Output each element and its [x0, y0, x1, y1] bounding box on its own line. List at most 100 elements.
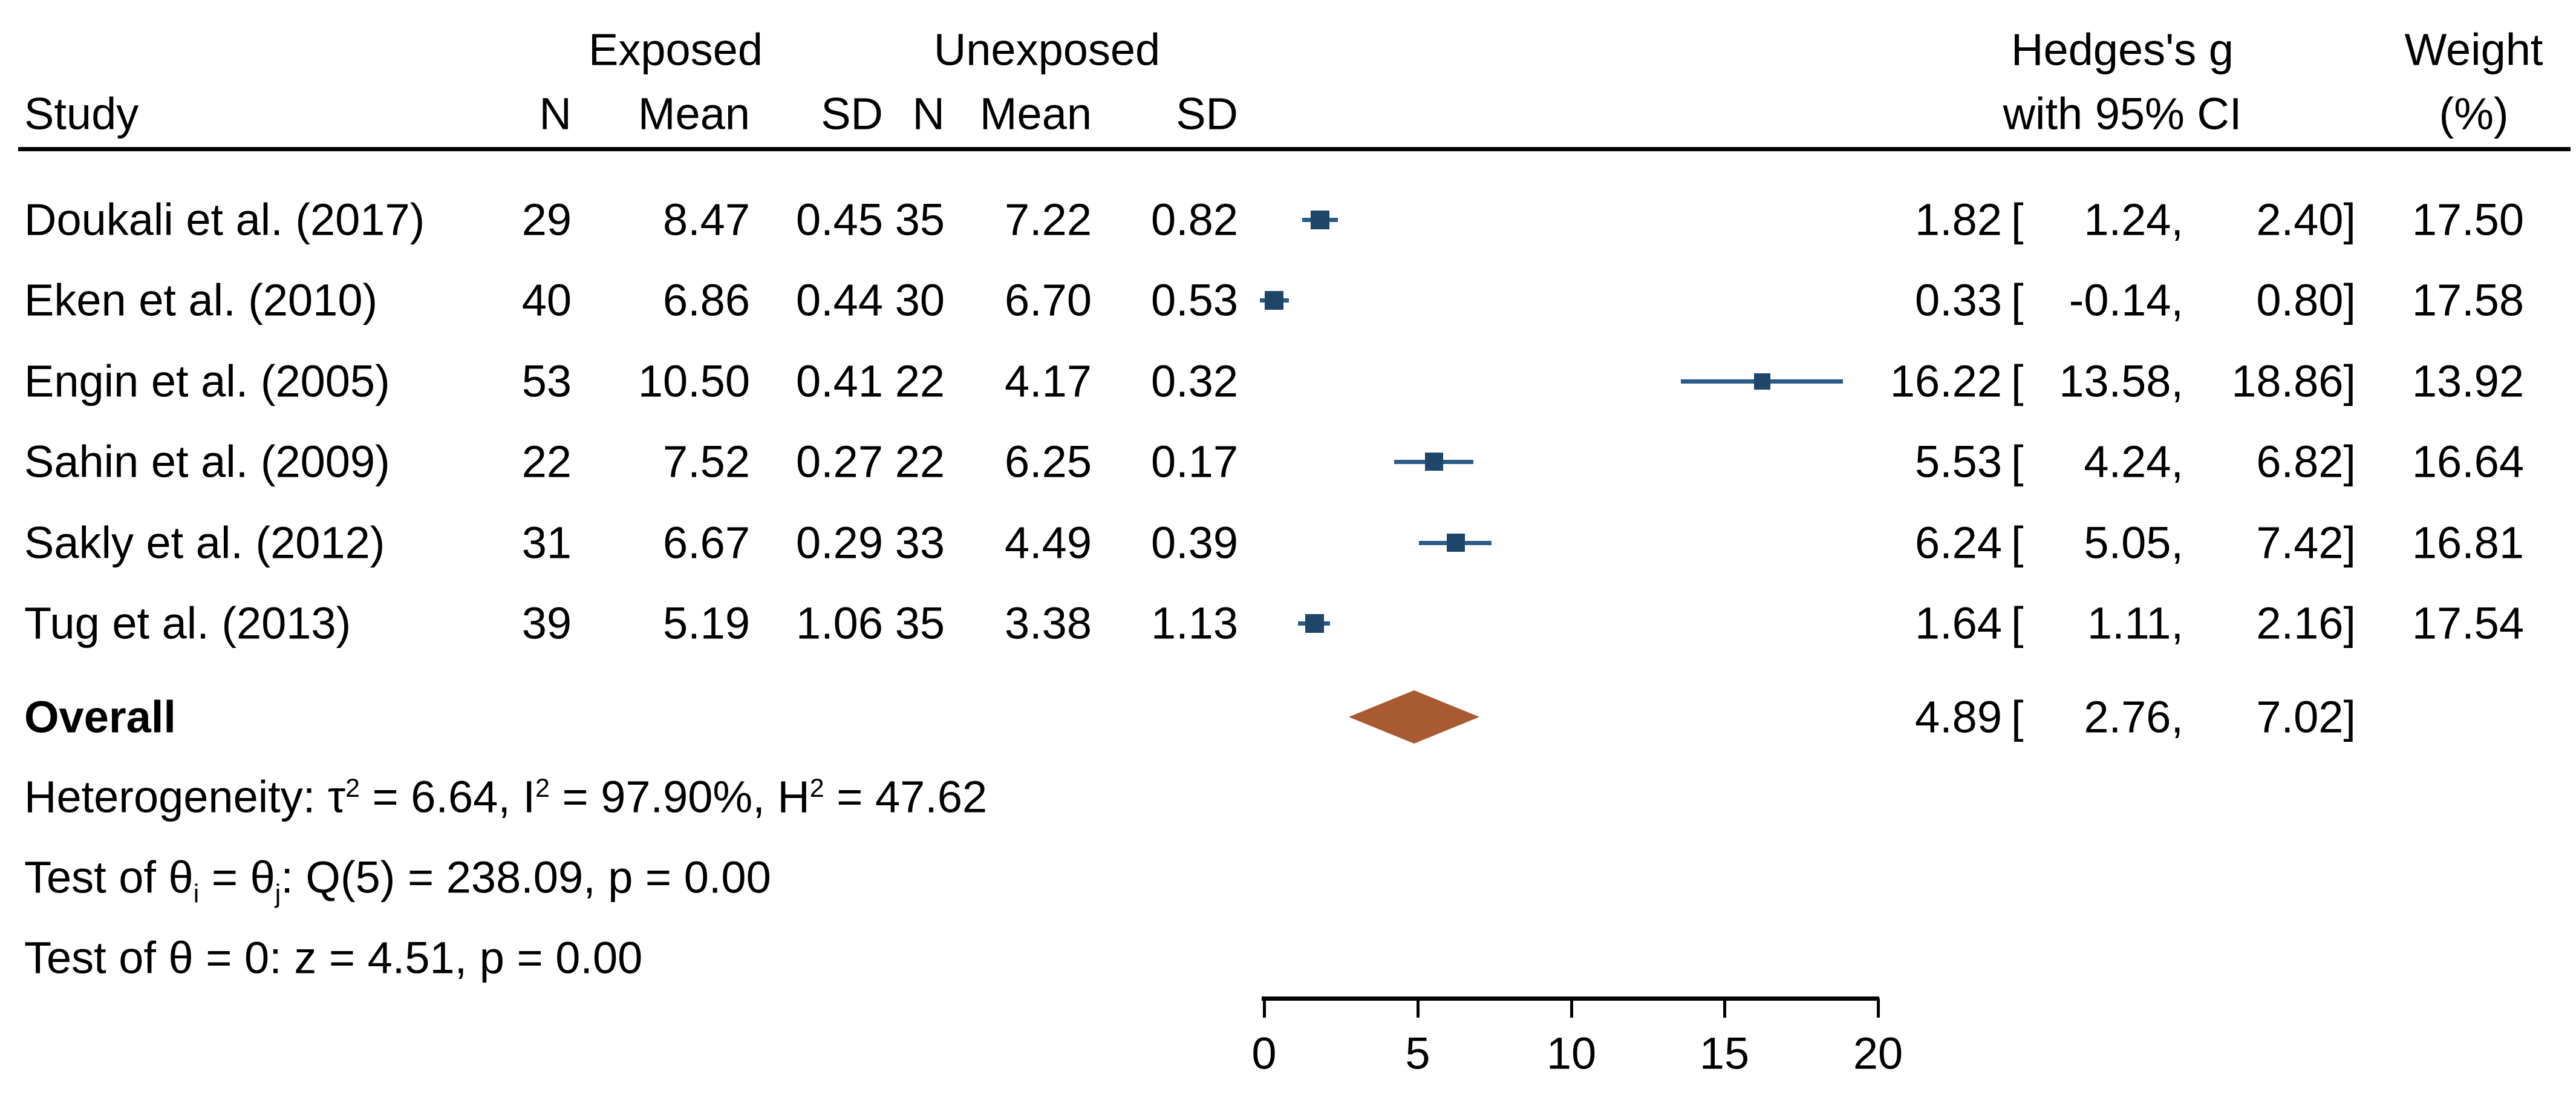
header-exposed-sd: SD	[821, 88, 883, 139]
ci-upper-value: 6.82]	[2256, 436, 2356, 487]
unexposed-sd-value: 0.82	[1150, 194, 1238, 245]
weight-value: 17.54	[2411, 598, 2524, 649]
overall-open-bracket: [	[2011, 692, 2024, 742]
unexposed-n-value: 22	[895, 436, 945, 487]
exposed-mean-value: 7.52	[662, 436, 750, 487]
weight-value: 17.50	[2411, 194, 2524, 245]
unexposed-sd-value: 1.13	[1150, 598, 1238, 649]
ci-lower-value: 1.11,	[2087, 598, 2183, 649]
unexposed-mean-value: 4.49	[1004, 517, 1092, 568]
ci-lower-value: 5.05,	[2084, 517, 2183, 568]
ci-upper-value: 2.40]	[2256, 194, 2356, 245]
test-between-groups: Test of θi = θj: Q(5) = 238.09, p = 0.00	[24, 852, 771, 909]
weight-value: 16.81	[2411, 517, 2524, 568]
ci-lower-value: 1.24,	[2084, 194, 2183, 245]
overall-diamond	[1349, 690, 1479, 744]
header-unexposed-mean: Mean	[979, 88, 1092, 139]
unexposed-sd-value: 0.17	[1150, 436, 1238, 487]
ci-lower-value: 4.24,	[2084, 436, 2183, 487]
weight-value: 16.64	[2411, 436, 2524, 487]
exposed-sd-value: 0.44	[795, 275, 883, 326]
weight-value: 13.92	[2411, 356, 2524, 407]
ci-upper-value: 0.80]	[2256, 275, 2356, 326]
ci-open-bracket: [	[2011, 517, 2024, 568]
study-name: Tug et al. (2013)	[24, 598, 351, 649]
ci-upper-value: 18.86]	[2231, 356, 2356, 407]
unexposed-n-value: 35	[895, 598, 945, 649]
ci-lower-value: 13.58,	[2059, 356, 2183, 407]
header-effect-line2: with 95% CI	[2003, 88, 2242, 139]
effect-square	[1447, 534, 1465, 552]
ci-open-bracket: [	[2011, 275, 2024, 326]
header-exposed-n: N	[539, 88, 572, 139]
axis-tick	[1417, 998, 1420, 1018]
test-overall-effect: Test of θ = 0: z = 4.51, p = 0.00	[24, 932, 643, 983]
ci-open-bracket: [	[2011, 356, 2024, 407]
effect-square	[1265, 291, 1283, 310]
exposed-n-value: 40	[521, 275, 572, 326]
ci-open-bracket: [	[2011, 436, 2024, 487]
exposed-mean-value: 6.86	[662, 275, 750, 326]
unexposed-sd-value: 0.32	[1150, 356, 1238, 407]
weight-value: 17.58	[2411, 275, 2524, 326]
header-study: Study	[24, 88, 139, 139]
axis-tick	[1570, 998, 1573, 1018]
axis-tick	[1263, 998, 1266, 1018]
unexposed-n-value: 22	[895, 356, 945, 407]
overall-label: Overall	[24, 692, 176, 742]
unexposed-n-value: 35	[895, 194, 945, 245]
axis-tick-label: 10	[1546, 1028, 1597, 1079]
exposed-mean-value: 8.47	[662, 194, 750, 245]
exposed-n-value: 39	[521, 598, 572, 649]
ci-upper-value: 2.16]	[2256, 598, 2356, 649]
ci-lower-value: -0.14,	[2069, 275, 2183, 326]
study-name: Engin et al. (2005)	[24, 356, 390, 407]
header-weight-line1: Weight	[2404, 24, 2543, 75]
effect-size-value: 6.24	[1914, 517, 2002, 568]
overall-effect-size: 4.89	[1914, 692, 2002, 742]
axis-tick-label: 15	[1699, 1028, 1750, 1079]
ci-open-bracket: [	[2011, 194, 2024, 245]
unexposed-mean-value: 6.70	[1004, 275, 1092, 326]
axis-tick-label: 5	[1405, 1028, 1430, 1079]
exposed-n-value: 29	[521, 194, 572, 245]
exposed-sd-value: 1.06	[795, 598, 883, 649]
unexposed-mean-value: 3.38	[1004, 598, 1092, 649]
unexposed-mean-value: 6.25	[1004, 436, 1092, 487]
header-weight-line2: (%)	[2439, 88, 2509, 139]
exposed-mean-value: 6.67	[662, 517, 750, 568]
axis-tick-label: 20	[1853, 1028, 1903, 1079]
overall-ci-lower: 2.76,	[2084, 692, 2183, 742]
unexposed-sd-value: 0.39	[1150, 517, 1238, 568]
axis-tick	[1877, 998, 1880, 1018]
header-rule	[18, 147, 2571, 151]
effect-square	[1754, 373, 1770, 390]
study-name: Eken et al. (2010)	[24, 275, 378, 326]
axis-tick	[1723, 998, 1726, 1018]
effect-square	[1305, 614, 1324, 633]
ci-open-bracket: [	[2011, 598, 2024, 649]
header-exposed-mean: Mean	[637, 88, 750, 139]
header-group-exposed: Exposed	[589, 24, 763, 75]
header-effect-line1: Hedges's g	[2011, 24, 2234, 75]
heterogeneity-stats: Heterogeneity: τ2 = 6.64, I2 = 97.90%, H…	[24, 771, 988, 822]
exposed-n-value: 31	[521, 517, 572, 568]
effect-size-value: 5.53	[1914, 436, 2002, 487]
effect-size-value: 0.33	[1914, 275, 2002, 326]
exposed-mean-value: 10.50	[637, 356, 750, 407]
header-unexposed-n: N	[912, 88, 945, 139]
effect-size-value: 16.22	[1890, 356, 2002, 407]
ci-upper-value: 7.42]	[2256, 517, 2356, 568]
effect-square	[1425, 453, 1443, 471]
study-name: Sakly et al. (2012)	[24, 517, 385, 568]
effect-size-value: 1.64	[1914, 598, 2002, 649]
exposed-mean-value: 5.19	[662, 598, 750, 649]
unexposed-n-value: 33	[895, 517, 945, 568]
header-unexposed-sd: SD	[1176, 88, 1238, 139]
exposed-sd-value: 0.27	[795, 436, 883, 487]
exposed-sd-value: 0.41	[795, 356, 883, 407]
effect-square	[1311, 211, 1329, 229]
unexposed-n-value: 30	[895, 275, 945, 326]
effect-size-value: 1.82	[1914, 194, 2002, 245]
